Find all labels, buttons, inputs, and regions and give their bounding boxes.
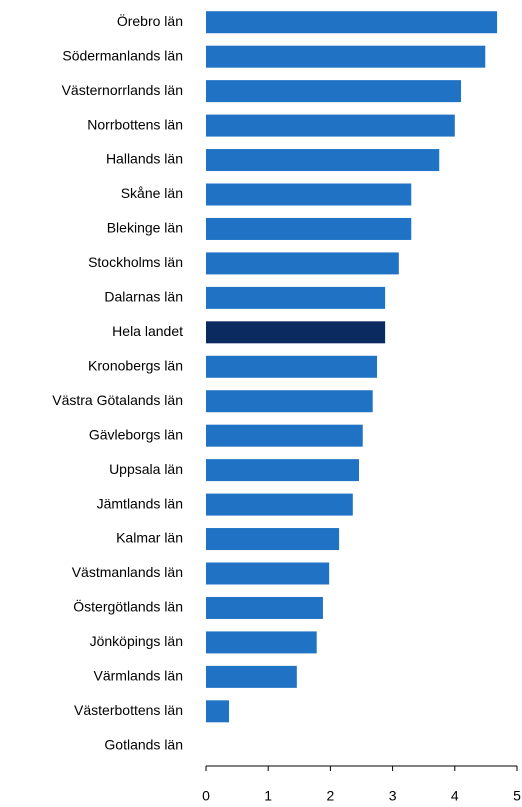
bar xyxy=(206,459,360,482)
x-tick-label: 1 xyxy=(264,788,272,804)
bar xyxy=(206,631,317,654)
y-tick-label: Kronobergs län xyxy=(88,357,183,373)
y-tick-label: Hela landet xyxy=(112,323,183,339)
y-tick-label: Norrbottens län xyxy=(87,116,183,132)
bar xyxy=(206,149,440,172)
bar xyxy=(206,596,323,619)
y-tick-label: Hallands län xyxy=(106,151,183,167)
bar xyxy=(206,528,340,551)
bar xyxy=(206,355,378,378)
x-tick-label: 4 xyxy=(451,788,459,804)
y-tick-label: Stockholms län xyxy=(88,254,183,270)
x-tick-label: 3 xyxy=(389,788,397,804)
y-tick-label: Skåne län xyxy=(121,185,183,201)
x-tick-label: 2 xyxy=(327,788,335,804)
y-tick-label: Östergötlands län xyxy=(73,598,183,615)
bar xyxy=(206,493,353,516)
bar xyxy=(206,700,230,723)
y-tick-label: Kalmar län xyxy=(116,530,183,546)
bar xyxy=(206,217,412,240)
bar xyxy=(206,286,386,309)
bar xyxy=(206,80,462,103)
x-tick-label: 5 xyxy=(513,788,521,804)
y-tick-label: Västra Götalands län xyxy=(52,392,183,408)
bar xyxy=(206,424,363,447)
bar xyxy=(206,114,455,137)
bar xyxy=(206,665,297,688)
bar xyxy=(206,11,498,34)
y-tick-label: Västmanlands län xyxy=(72,564,183,580)
y-tick-label: Uppsala län xyxy=(109,461,183,477)
bar xyxy=(206,183,412,206)
bar xyxy=(206,562,330,585)
bar xyxy=(206,390,373,413)
bar xyxy=(206,321,386,344)
bar xyxy=(206,45,486,68)
y-tick-label: Jönköpings län xyxy=(90,633,183,649)
y-tick-label: Södermanlands län xyxy=(62,47,183,63)
y-tick-label: Värmlands län xyxy=(94,668,184,684)
x-tick-label: 0 xyxy=(202,788,210,804)
y-tick-label: Västernorrlands län xyxy=(62,82,183,98)
y-tick-label: Västerbottens län xyxy=(74,702,183,718)
y-tick-label: Blekinge län xyxy=(107,220,183,236)
bar xyxy=(206,252,399,275)
y-tick-label: Jämtlands län xyxy=(97,495,183,511)
y-tick-label: Gävleborgs län xyxy=(89,426,183,442)
y-tick-label: Gotlands län xyxy=(104,736,183,752)
y-tick-label: Dalarnas län xyxy=(104,289,183,305)
y-tick-label: Örebro län xyxy=(117,12,183,29)
